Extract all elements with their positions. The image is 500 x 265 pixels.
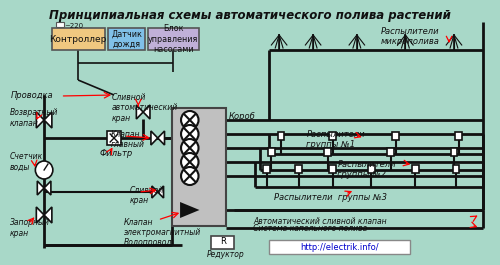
Text: Редуктор: Редуктор	[208, 250, 245, 259]
Text: Запорный
кран: Запорный кран	[10, 218, 50, 238]
Text: Автоматический сливной клапан: Автоматический сливной клапан	[253, 217, 386, 226]
Text: Блок
управления
насосами: Блок управления насосами	[148, 24, 198, 54]
Text: Сливной
автоматический
кран: Сливной автоматический кран	[112, 93, 178, 123]
Polygon shape	[180, 202, 200, 218]
Bar	[108, 28, 145, 50]
Polygon shape	[152, 186, 158, 198]
Polygon shape	[36, 112, 44, 128]
Bar	[388, 148, 394, 156]
Text: Проводка: Проводка	[11, 91, 53, 100]
Text: Водопровод: Водопровод	[124, 238, 172, 247]
Circle shape	[36, 161, 53, 179]
Text: Распылители
группы №1: Распылители группы №1	[306, 130, 365, 149]
Bar	[56, 22, 64, 27]
Polygon shape	[44, 112, 52, 128]
Bar	[172, 108, 226, 226]
Bar	[295, 165, 302, 173]
Bar	[456, 132, 462, 140]
Bar	[324, 148, 331, 156]
Text: Принципиальная схемы автоматического полива растений: Принципиальная схемы автоматического пол…	[49, 9, 451, 22]
Polygon shape	[36, 207, 44, 223]
Bar	[263, 165, 270, 173]
Text: Контроллер: Контроллер	[50, 34, 107, 43]
Text: Клапан
электромагнитный: Клапан электромагнитный	[124, 218, 201, 237]
Polygon shape	[151, 131, 158, 145]
Bar	[268, 148, 275, 156]
Polygon shape	[143, 105, 150, 119]
Text: Распылители
микрополива: Распылители микрополива	[381, 27, 440, 46]
Bar	[329, 165, 336, 173]
Polygon shape	[158, 186, 164, 198]
Polygon shape	[158, 131, 164, 145]
Bar	[107, 131, 121, 145]
Bar	[392, 132, 399, 140]
Bar	[452, 165, 460, 173]
Circle shape	[181, 111, 198, 129]
Text: Сливной
кран: Сливной кран	[130, 186, 164, 205]
Circle shape	[181, 153, 198, 171]
Bar	[270, 240, 410, 254]
Text: Клапан
главный: Клапан главный	[111, 130, 145, 149]
Text: http://electrik.info/: http://electrik.info/	[300, 242, 378, 251]
Bar	[211, 236, 234, 249]
Circle shape	[181, 139, 198, 157]
Text: Счетчик
воды: Счетчик воды	[10, 152, 43, 172]
Bar	[368, 165, 375, 173]
Bar	[450, 148, 458, 156]
Text: ~220: ~220	[64, 23, 84, 29]
Polygon shape	[38, 181, 44, 195]
Bar	[148, 28, 198, 50]
Text: Возвратный
клапан: Возвратный клапан	[10, 108, 58, 128]
Polygon shape	[44, 207, 52, 223]
Text: Распылители
группы №2: Распылители группы №2	[338, 160, 396, 179]
Text: Датчик
дождя: Датчик дождя	[111, 29, 142, 49]
Bar	[278, 132, 284, 140]
Circle shape	[181, 167, 198, 185]
Bar	[52, 28, 106, 50]
Polygon shape	[44, 181, 51, 195]
Text: Короб: Короб	[228, 112, 256, 121]
Circle shape	[181, 125, 198, 143]
Bar	[329, 132, 336, 140]
Bar	[412, 165, 418, 173]
Polygon shape	[136, 105, 143, 119]
Text: Система капельного полива: Система капельного полива	[253, 224, 367, 233]
Text: Распылители  группы №3: Распылители группы №3	[274, 193, 388, 202]
Text: R: R	[220, 237, 226, 246]
Text: Фильтр: Фильтр	[100, 148, 132, 157]
